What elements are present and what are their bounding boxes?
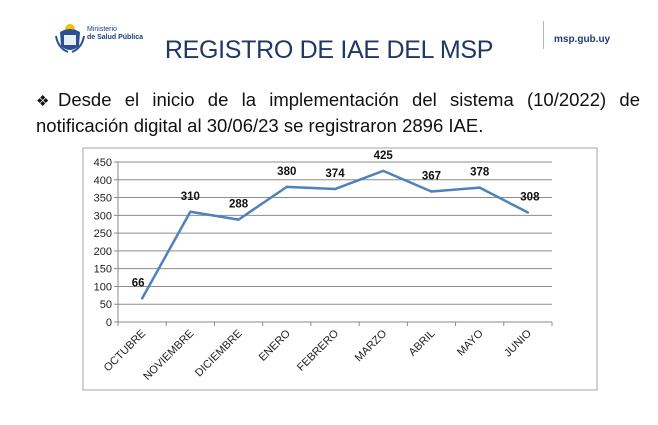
y-tick-label: 450 — [94, 157, 112, 169]
logo-line-1: Ministerio — [87, 26, 117, 33]
y-tick-label: 100 — [94, 281, 112, 293]
data-label: 66 — [132, 278, 145, 290]
y-tick-label: 300 — [94, 210, 112, 222]
data-label: 308 — [520, 191, 540, 203]
y-tick-label: 50 — [100, 299, 112, 311]
data-point — [478, 186, 481, 189]
data-point — [140, 297, 144, 300]
y-tick-label: 250 — [94, 228, 112, 240]
site-url: msp.gub.uy — [554, 34, 611, 45]
data-label: 367 — [422, 171, 441, 183]
bullet-paragraph: ❖ Desde el inicio de la implementación de… — [36, 88, 640, 138]
y-tick-label: 350 — [94, 193, 112, 205]
y-tick-label: 150 — [94, 264, 112, 276]
data-point — [430, 190, 433, 193]
data-point — [382, 169, 385, 173]
y-tick-label: 400 — [94, 175, 112, 187]
data-point — [333, 187, 337, 191]
y-tick-label: 0 — [106, 317, 112, 329]
data-point — [189, 210, 192, 213]
page-title: REGISTRO DE IAE DEL MSP — [164, 36, 494, 64]
data-point — [526, 211, 530, 214]
data-point — [285, 185, 288, 189]
logo-line-2: de Salud Pública — [87, 34, 144, 41]
logo-text: Ministerio de Salud Pública — [87, 26, 143, 42]
data-point — [237, 218, 240, 221]
data-label: 310 — [181, 191, 200, 203]
diamond-bullet-icon: ❖ — [36, 93, 50, 110]
data-label: 374 — [325, 168, 345, 180]
y-tick-label: 200 — [94, 246, 112, 258]
msp-logo — [55, 24, 85, 53]
data-label: 288 — [229, 199, 249, 211]
data-label: 380 — [277, 166, 296, 178]
header-divider — [543, 21, 544, 49]
data-label: 425 — [374, 150, 394, 162]
bullet-text: Desde el inicio de la implementación del… — [36, 89, 640, 136]
data-label: 378 — [470, 167, 490, 179]
